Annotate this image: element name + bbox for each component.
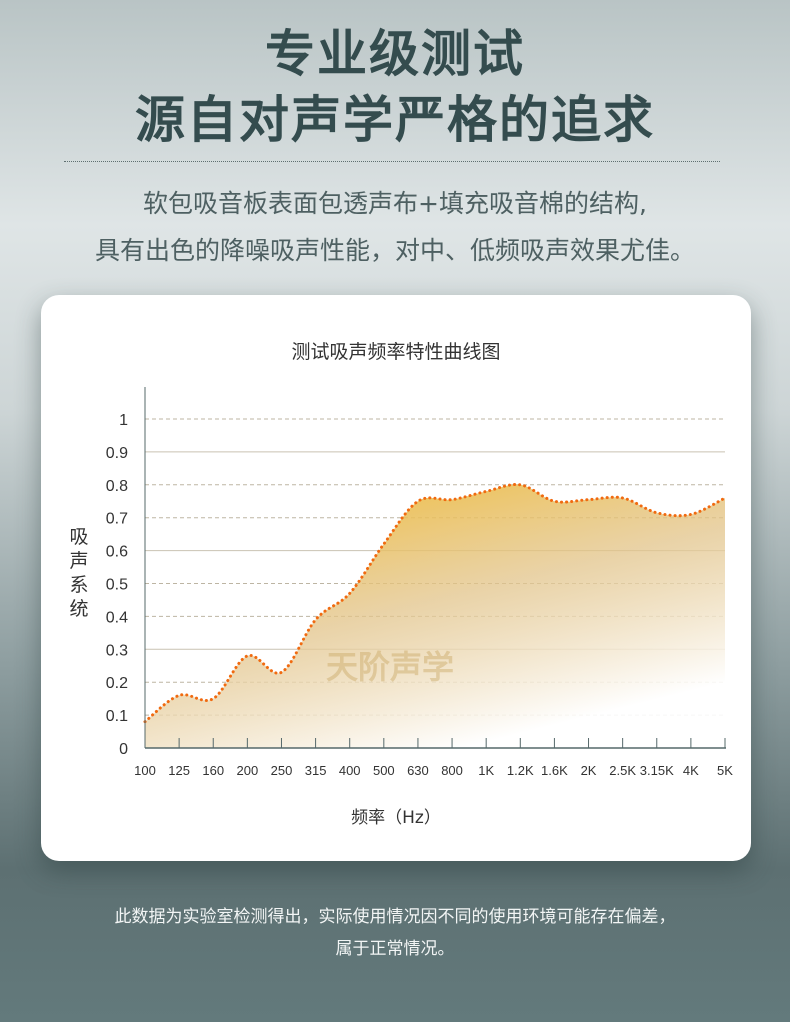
y-tick-label: 0.4	[106, 609, 128, 626]
x-tick-label: 1K	[478, 763, 494, 778]
y-axis-label: 吸声系统	[69, 526, 89, 620]
chart-plot: 0 0.1 0.2 0.3 0.4 0.5 0.6 0.7 0.8 0.9 1 天阶声学 100 125 1…	[106, 387, 733, 778]
x-tick-label: 315	[305, 763, 327, 778]
x-tick-label: 160	[202, 763, 224, 778]
x-tick-label: 100	[134, 763, 156, 778]
x-tick-label: 5K	[717, 763, 733, 778]
x-tick-label: 1.6K	[541, 763, 568, 778]
headline-line-1: 专业级测试	[265, 25, 525, 83]
y-tick-label: 0.2	[106, 675, 128, 692]
subtitle-line-1: 软包吸音板表面包透声布+填充吸音棉的结构,	[143, 189, 647, 218]
x-tick-label: 2.5K	[609, 763, 636, 778]
x-tick-label: 200	[237, 763, 259, 778]
x-tick-label: 800	[441, 763, 463, 778]
subtitle-line-2: 具有出色的降噪吸声性能，对中、低频吸声效果尤佳。	[94, 236, 695, 265]
x-axis-label: 频率（Hz）	[351, 808, 441, 828]
x-tick-label: 250	[271, 763, 293, 778]
divider	[64, 161, 720, 162]
x-tick-label: 630	[407, 763, 429, 778]
y-tick-label: 0.7	[106, 511, 128, 528]
y-tick-label: 0.5	[106, 577, 128, 594]
footnote-line-1: 此数据为实验室检测得出，实际使用情况因不同的使用环境可能存在偏差，	[114, 907, 676, 927]
headline-line-2: 源自对声学严格的追求	[135, 91, 655, 149]
x-tick-label: 125	[168, 763, 190, 778]
y-tick-label: 0	[119, 741, 128, 758]
y-tick-label: 0.3	[106, 642, 128, 659]
x-tick-label: 1.2K	[507, 763, 534, 778]
x-tick-label: 500	[373, 763, 395, 778]
y-tick-label: 0.6	[106, 544, 128, 561]
series-line	[143, 483, 727, 724]
chart-title: 测试吸声频率特性曲线图	[291, 341, 501, 363]
chart-card: 测试吸声频率特性曲线图 吸声系统 0 0.1 0.2 0.3 0.4 0.5 0.6 0.7 0…	[41, 295, 751, 861]
x-tick-label: 400	[339, 763, 361, 778]
area-fill	[145, 484, 725, 748]
y-tick-label: 1	[119, 412, 128, 429]
x-tick-label: 3.15K	[640, 763, 674, 778]
footnote-line-2: 属于正常情况。	[335, 939, 455, 959]
y-tick-label: 0.9	[106, 445, 128, 462]
x-tick-label: 4K	[683, 763, 699, 778]
y-tick-label: 0.8	[106, 478, 128, 495]
x-tick-label: 2K	[581, 763, 597, 778]
y-tick-label: 0.1	[106, 708, 128, 725]
watermark: 天阶声学	[326, 648, 454, 686]
